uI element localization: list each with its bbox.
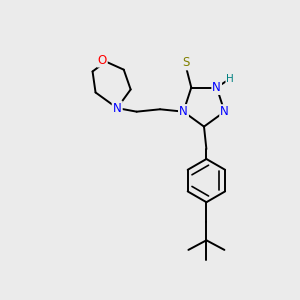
Text: S: S bbox=[182, 56, 190, 69]
Text: N: N bbox=[113, 102, 122, 115]
Text: H: H bbox=[226, 74, 234, 84]
Text: N: N bbox=[113, 102, 122, 115]
Text: O: O bbox=[98, 54, 107, 67]
Text: N: N bbox=[179, 105, 188, 118]
Text: N: N bbox=[220, 105, 229, 118]
Text: N: N bbox=[179, 105, 188, 118]
Text: N: N bbox=[212, 81, 221, 94]
